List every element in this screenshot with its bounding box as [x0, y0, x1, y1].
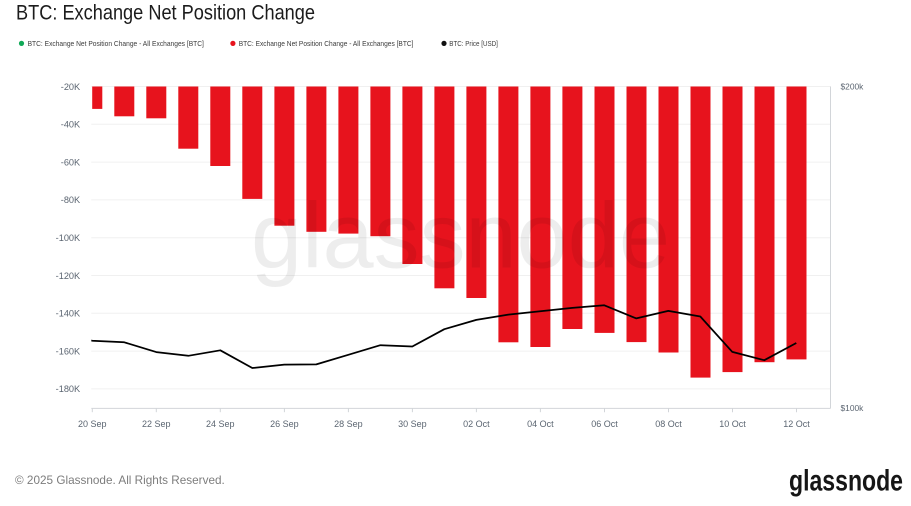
svg-text:30 Sep: 30 Sep [398, 419, 427, 429]
svg-text:-60K: -60K [61, 157, 81, 167]
svg-text:26 Sep: 26 Sep [270, 419, 299, 429]
svg-text:-100K: -100K [56, 233, 81, 243]
svg-text:© 2025 Glassnode. All Rights R: © 2025 Glassnode. All Rights Reserved. [15, 474, 225, 487]
svg-text:-160K: -160K [56, 346, 81, 356]
svg-text:22 Sep: 22 Sep [142, 419, 171, 429]
svg-text:BTC: Exchange Net Position Cha: BTC: Exchange Net Position Change - All … [28, 39, 204, 48]
svg-text:06 Oct: 06 Oct [591, 419, 618, 429]
svg-text:$100k: $100k [841, 403, 865, 413]
svg-text:04 Oct: 04 Oct [527, 419, 554, 429]
svg-text:08 Oct: 08 Oct [655, 419, 682, 429]
svg-text:10 Oct: 10 Oct [719, 419, 746, 429]
svg-text:-120K: -120K [56, 271, 81, 281]
svg-text:28 Sep: 28 Sep [334, 419, 363, 429]
svg-text:-20K: -20K [61, 82, 81, 92]
svg-text:BTC: Exchange Net Position Cha: BTC: Exchange Net Position Change [16, 2, 315, 25]
svg-text:20 Sep: 20 Sep [78, 419, 107, 429]
svg-text:BTC: Price [USD]: BTC: Price [USD] [449, 39, 498, 48]
svg-text:02 Oct: 02 Oct [463, 419, 490, 429]
svg-text:$200k: $200k [841, 82, 865, 92]
svg-text:-180K: -180K [56, 384, 81, 394]
svg-text:12 Oct: 12 Oct [783, 419, 810, 429]
svg-text:24 Sep: 24 Sep [206, 419, 235, 429]
svg-text:BTC: Exchange Net Position Cha: BTC: Exchange Net Position Change - All … [239, 39, 414, 48]
svg-text:glassnode: glassnode [251, 184, 670, 288]
svg-text:-140K: -140K [56, 309, 81, 319]
svg-text:-40K: -40K [61, 120, 81, 130]
svg-text:-80K: -80K [61, 195, 81, 205]
svg-text:glassnode: glassnode [789, 464, 903, 497]
